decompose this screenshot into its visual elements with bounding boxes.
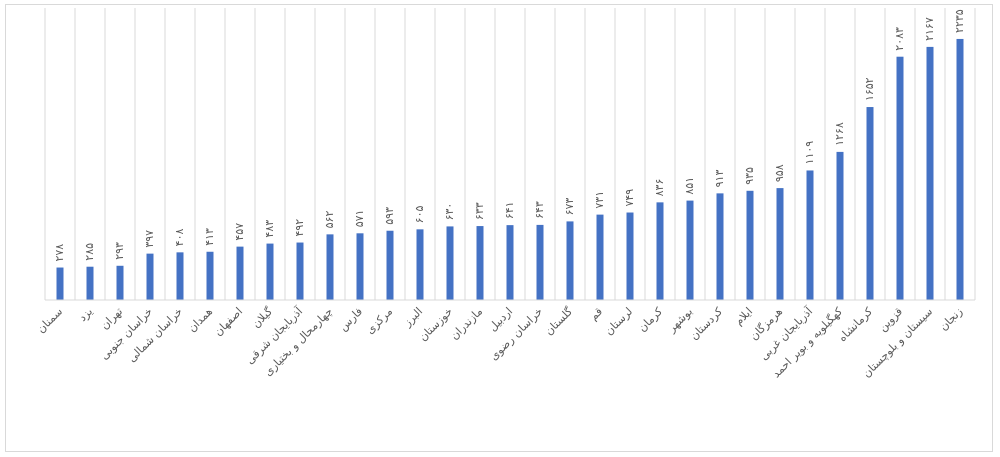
category-label: خوزستان <box>416 305 455 344</box>
data-label: ۵۹۳ <box>383 207 396 225</box>
bar <box>896 56 904 301</box>
bar <box>416 229 424 300</box>
data-label: ۹۱۳ <box>713 170 726 188</box>
data-label: ۲۸۵ <box>83 243 96 261</box>
category-label: یزد <box>76 305 95 324</box>
bar <box>536 224 544 300</box>
category-label: کرمانشاه <box>836 304 876 344</box>
bars <box>56 38 964 301</box>
bar <box>386 230 394 300</box>
data-label: ۱۱۰۹ <box>803 141 816 165</box>
category-label: مازندران <box>448 305 485 342</box>
bar <box>626 212 634 300</box>
gridlines <box>44 8 976 300</box>
data-label: ۲۱۶۷ <box>923 17 936 41</box>
bar <box>206 251 214 300</box>
bar <box>776 188 784 300</box>
data-label: ۸۳۶ <box>653 179 666 197</box>
data-label: ۲۷۸ <box>53 244 66 262</box>
bar <box>296 242 304 300</box>
category-label: سمنان <box>34 305 65 336</box>
data-label: ۷۴۹ <box>623 189 636 207</box>
bar <box>326 234 334 300</box>
data-label: ۹۵۸ <box>773 164 786 182</box>
data-label: ۶۷۳ <box>563 198 576 216</box>
data-label: ۱۲۶۸ <box>833 122 846 146</box>
bar <box>56 267 64 300</box>
data-label: ۱۶۵۲ <box>863 77 876 101</box>
category-label: البرز <box>400 305 425 330</box>
category-label: گیلان <box>250 304 276 330</box>
data-labels: ۲۷۸ ۲۸۵ ۲۹۳ ۳۹۷ ۴۰۸ ۴۱۳ ۴۵۷ ۴۸۳ ۴۹۲ ۵۶۲ ۵۷۱ ۵۹۳ ۶۰۵ ۶… <box>53 9 966 261</box>
data-label: ۶۳۰ <box>443 203 456 221</box>
data-label: ۳۹۷ <box>143 230 156 248</box>
data-label: ۵۶۲ <box>323 211 336 229</box>
category-label: کردستان <box>688 304 726 342</box>
data-label: ۷۳۱ <box>593 191 606 209</box>
data-label: ۶۴۱ <box>503 201 516 219</box>
category-label: کرمان <box>636 304 666 334</box>
category-label: گلستان <box>542 304 575 337</box>
data-label: ۴۰۸ <box>173 229 186 247</box>
data-label: ۴۸۳ <box>263 220 276 238</box>
data-label: ۶۰۵ <box>413 206 426 224</box>
bar <box>746 190 754 300</box>
category-label: اصفهان <box>212 305 246 339</box>
category-label: همدان <box>185 305 215 335</box>
category-label: زنجان <box>937 305 965 333</box>
bar <box>926 46 934 300</box>
data-label: ۹۳۵ <box>743 167 756 185</box>
bar <box>836 151 844 300</box>
bar <box>176 252 184 300</box>
category-label: خراسان رضوی <box>487 305 545 363</box>
bar <box>266 243 274 300</box>
bar <box>116 265 124 300</box>
bar <box>866 107 874 300</box>
bar <box>686 200 694 300</box>
category-label: فارس <box>337 305 366 334</box>
bar <box>716 193 724 300</box>
bar <box>506 225 514 300</box>
data-label: ۲۰۸۳ <box>893 27 906 51</box>
bar <box>86 266 94 300</box>
bar <box>596 214 604 300</box>
data-label: ۵۷۱ <box>353 210 366 228</box>
bar <box>566 221 574 300</box>
bar <box>956 38 964 301</box>
category-label: ایلام <box>732 305 755 328</box>
category-label: لرستان <box>602 305 635 338</box>
bar <box>656 202 664 300</box>
data-label: ۲۲۳۵ <box>953 9 966 33</box>
data-label: ۶۴۳ <box>533 201 546 219</box>
data-label: ۶۳۳ <box>473 202 486 220</box>
category-label: مرکزی <box>363 305 395 337</box>
data-label: ۴۹۲ <box>293 219 306 237</box>
data-label: ۴۱۳ <box>203 228 216 246</box>
data-label: ۲۹۳ <box>113 242 126 260</box>
chart-frame <box>5 4 993 452</box>
bar <box>146 253 154 300</box>
bar <box>476 226 484 300</box>
data-label: ۴۵۷ <box>233 223 246 241</box>
bar <box>806 170 814 300</box>
category-label: تهران <box>98 305 125 332</box>
bar <box>236 246 244 300</box>
bar <box>446 226 454 300</box>
bar <box>356 233 364 300</box>
category-label: قم <box>587 305 605 323</box>
data-label: ۸۵۱ <box>683 177 696 195</box>
